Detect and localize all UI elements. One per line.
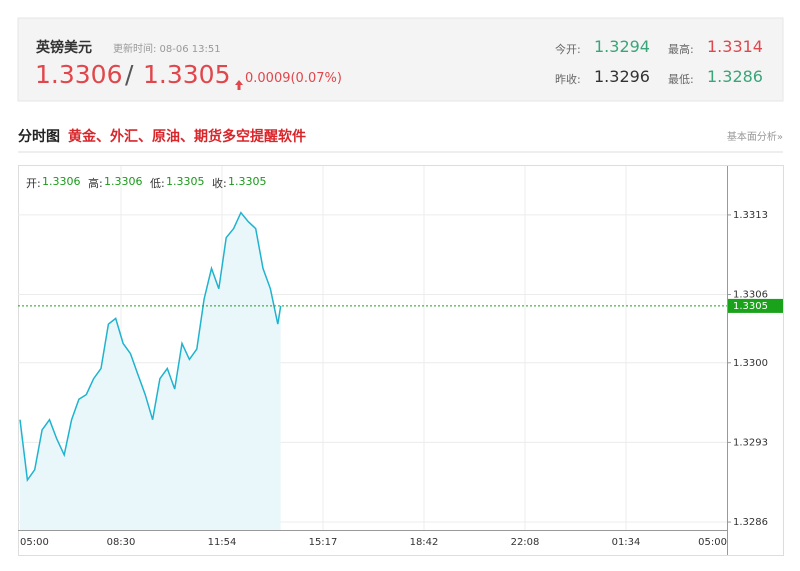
analysis-link[interactable]: 基本面分析» [726, 132, 783, 143]
last-price-box [728, 298, 783, 313]
stat-value: 1.3286 [707, 67, 763, 86]
info-value: 1.3306 [104, 175, 143, 188]
price-change: 0.0009(0.07%) [245, 71, 342, 86]
stat-label: 今开: [555, 43, 581, 56]
y-tick-label: 1.3293 [733, 437, 768, 448]
stat-label: 最低: [668, 73, 694, 86]
area-fill [20, 212, 281, 530]
x-tick-label: 22:08 [511, 537, 540, 548]
bid-price: 1.3306 [35, 60, 123, 89]
info-value: 1.3305 [166, 175, 205, 188]
stat-label: 昨收: [555, 73, 581, 86]
section-title: 分时图 [18, 129, 60, 145]
x-tick-label: 15:17 [309, 537, 338, 548]
x-tick-label: 08:30 [107, 537, 136, 548]
x-tick-label: 05:00 [20, 537, 49, 548]
chart-frame [18, 165, 784, 556]
x-tick-label: 01:34 [612, 537, 641, 548]
y-tick-label: 1.3313 [733, 210, 768, 221]
last-price-label: 1.3305 [733, 301, 768, 312]
stat-value: 1.3294 [594, 37, 650, 56]
info-value: 1.3305 [228, 175, 267, 188]
info-label: 低: [150, 177, 165, 190]
stat-value: 1.3296 [594, 67, 650, 86]
x-tick-label: 05:00 [698, 537, 727, 548]
ask-price: 1.3305 [143, 60, 231, 89]
y-tick-label: 1.3300 [733, 358, 768, 369]
x-tick-label: 18:42 [410, 537, 439, 548]
promo-link[interactable]: 黄金、外汇、原油、期货多空提醒软件 [68, 129, 306, 145]
stat-value: 1.3314 [707, 37, 763, 56]
stat-label: 最高: [668, 43, 694, 56]
y-tick-label: 1.3286 [733, 517, 768, 528]
info-label: 高: [88, 177, 103, 190]
info-value: 1.3306 [42, 175, 81, 188]
info-label: 收: [212, 177, 227, 190]
y-tick-label: 1.3306 [733, 290, 768, 301]
quote-panel [17, 17, 784, 102]
x-tick-label: 11:54 [208, 537, 237, 548]
info-label: 开: [26, 177, 41, 190]
up-arrow [235, 80, 243, 90]
price-separator: / [125, 60, 134, 89]
update-time: 更新时间: 08-06 13:51 [113, 44, 221, 55]
pair-name: 英镑美元 [36, 40, 92, 56]
price-line [19, 211, 282, 483]
